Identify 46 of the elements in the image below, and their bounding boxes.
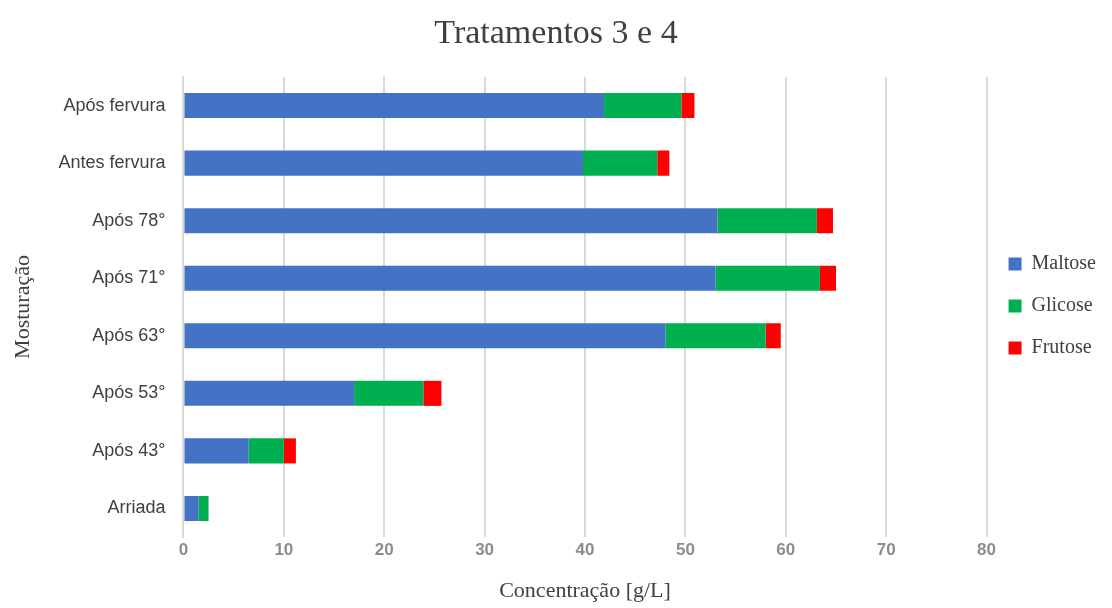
x-tick-label: 10 — [274, 540, 294, 560]
y-tick-label: Após 53° — [92, 382, 166, 403]
bar — [184, 208, 718, 234]
y-tick-label: Arriada — [107, 497, 167, 518]
x-tick-label: 20 — [374, 540, 394, 560]
bar — [248, 438, 284, 464]
y-tick-label: Após 43° — [92, 439, 166, 460]
x-tick-label: 70 — [876, 540, 896, 560]
x-tick-label: 0 — [178, 540, 189, 560]
bar — [354, 380, 424, 406]
y-tick-label: Após 78° — [92, 209, 166, 230]
bar — [765, 323, 781, 349]
bar — [816, 208, 833, 234]
legend-label: Frutose — [1031, 335, 1092, 358]
bar — [583, 150, 658, 176]
bar — [657, 150, 670, 176]
bar — [184, 495, 199, 521]
bar — [423, 380, 442, 406]
bar — [198, 495, 209, 521]
bar — [184, 323, 666, 349]
x-tick-label: 40 — [575, 540, 595, 560]
bar — [184, 150, 583, 176]
bar — [184, 438, 249, 464]
x-tick-label: 80 — [977, 540, 997, 560]
bar — [604, 93, 682, 119]
chart-title: Tratamentos 3 e 4 — [434, 13, 678, 51]
bar — [283, 438, 296, 464]
y-tick-label: Antes fervura — [58, 152, 167, 173]
legend-label: Glicose — [1031, 293, 1093, 316]
y-tick-label: Após 63° — [92, 324, 166, 345]
x-axis-title: Concentração [g/L] — [499, 576, 671, 602]
bar — [715, 265, 820, 291]
x-tick-label: 30 — [475, 540, 495, 560]
x-tick-label: 60 — [776, 540, 796, 560]
legend-label: Maltose — [1031, 251, 1097, 274]
x-tick-label: 50 — [675, 540, 695, 560]
bar — [665, 323, 766, 349]
bar — [819, 265, 836, 291]
y-axis-title: Mosturação — [8, 255, 34, 359]
y-tick-label: Após 71° — [92, 267, 166, 288]
bar — [184, 380, 355, 406]
bar — [717, 208, 817, 234]
y-tick-label: Após fervura — [63, 94, 167, 115]
bar — [184, 93, 605, 119]
bar — [184, 265, 716, 291]
bar — [681, 93, 695, 119]
